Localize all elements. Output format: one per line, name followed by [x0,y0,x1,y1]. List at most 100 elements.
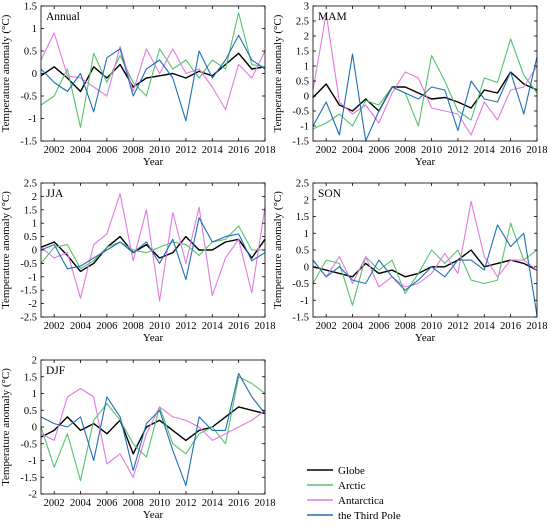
y-tick-label: 1.5 [296,47,309,58]
y-tick-label: -2 [28,299,37,310]
series-line-the-third-pole [312,53,538,142]
panel-djf: -2 -1.5 -1 -0.5 0 0.5 1 1.5 2 2002 2004 2006 2008 201… [0,356,276,522]
y-tick-label: 0.5 [24,406,37,417]
legend-item-globe: Globe [307,465,365,477]
y-tick-label: -1 [28,456,37,467]
x-tick-label: 2016 [228,498,249,509]
plot-frame [40,359,266,495]
series-line-antarctica [40,193,266,302]
series-line-antarctica [312,200,538,288]
y-axis-label: Temperature anomaly (°C) [0,368,12,486]
x-tick-label: 2012 [175,145,196,156]
x-tick-label: 2006 [368,321,389,332]
y-tick-label: -2.5 [20,313,37,324]
legend-item-arctic: Arctic [307,480,366,492]
panel-title: DJF [46,365,65,377]
x-tick-label: 2016 [500,321,521,332]
x-tick-label: 2018 [527,145,548,156]
y-tick-label: -1 [28,114,37,125]
series-line-the-third-pole [312,224,538,316]
series-line-the-third-pole [40,34,266,122]
y-tick-label: -1 [300,122,309,133]
legend-label: the Third Pole [338,510,401,522]
y-tick-label: -1.5 [292,137,309,148]
y-tick-label: 0 [32,423,37,434]
y-tick-label: 2 [304,32,309,43]
x-tick-label: 2012 [447,145,468,156]
y-tick-label: 1.5 [24,372,37,383]
y-tick-label: -0.5 [292,279,309,290]
x-tick-label: 2018 [255,145,276,156]
x-axis-label: Year [415,156,436,168]
x-tick-label: 2008 [123,145,144,156]
y-tick-label: -0.5 [20,439,37,450]
series-line-arctic [40,12,266,129]
panel-title: JJA [46,188,64,200]
y-tick-label: 0.5 [296,77,309,88]
y-tick-label: 0 [304,92,309,103]
y-tick-label: -1 [300,296,309,307]
x-tick-label: 2010 [421,321,442,332]
x-tick-label: 2002 [44,145,65,156]
x-tick-label: 2006 [96,145,117,156]
y-tick-label: -0.5 [292,107,309,118]
x-tick-label: 2014 [202,498,224,509]
y-tick-label: -0.5 [20,259,37,270]
x-tick-label: 2014 [202,321,224,332]
x-tick-label: 2014 [202,145,224,156]
y-tick-label: 0 [32,246,37,257]
y-axis-label: Temperature anomaly (°C) [272,191,284,309]
panel-title: MAM [318,11,347,23]
y-tick-label: 1 [32,24,37,35]
x-tick-label: 2008 [123,321,144,332]
plot-frame [312,5,538,142]
y-tick-label: -1.5 [20,137,37,148]
x-tick-label: 2002 [316,145,337,156]
y-tick-label: 2.5 [296,179,309,190]
y-tick-label: -2 [28,490,37,501]
x-tick-label: 2002 [44,498,65,509]
y-tick-label: 2.5 [296,17,309,28]
panel-mam: -1.5 -1 -0.5 0 0.5 1 1.5 2 2.5 3 2002 2004 2006 2008 2… [272,2,548,169]
legend-item-antarctica: Antarctica [307,495,384,507]
y-axis-label: Temperature anomaly (°C) [272,14,284,132]
y-tick-label: 2.5 [24,179,37,190]
y-tick-label: 1 [304,229,309,240]
series-group [40,372,266,487]
x-tick-label: 2016 [228,145,249,156]
legend-item-the-third-pole: the Third Pole [307,510,401,522]
x-axis-label: Year [143,156,164,168]
x-tick-label: 2018 [527,321,548,332]
series-line-globe [40,52,266,93]
x-tick-label: 2018 [255,498,276,509]
x-tick-label: 2008 [395,321,416,332]
x-tick-label: 2012 [447,321,468,332]
panel-title: Annual [46,11,80,23]
x-tick-label: 2008 [395,145,416,156]
x-axis-label: Year [143,509,164,521]
x-tick-label: 2004 [342,145,364,156]
y-tick-label: -1.5 [20,473,37,484]
y-tick-label: 1.5 [24,2,37,13]
series-line-the-third-pole [40,372,266,487]
y-tick-label: 2 [32,192,37,203]
y-tick-label: -1.5 [292,313,309,324]
series-line-antarctica [40,387,266,478]
panel-son: -1.5 -1 -0.5 0 0.5 1 1.5 2 2.5 2002 2004 2006 2008 20… [272,179,548,345]
legend-label: Globe [338,465,365,477]
series-line-antarctica [312,12,538,136]
y-tick-label: 3 [304,2,309,13]
y-tick-label: 0.5 [24,232,37,243]
series-line-arctic [40,225,265,270]
panel-annual: -1.5 -1 -0.5 0 0.5 1 1.5 2002 2004 2006 2008 2010 20… [0,2,276,169]
series-line-the-third-pole [40,217,266,281]
x-tick-label: 2008 [123,498,144,509]
x-tick-label: 2002 [44,321,65,332]
x-tick-label: 2006 [96,498,117,509]
y-tick-label: 1 [32,219,37,230]
panel-jja: -2.5 -2 -1.5 -1 -0.5 0 0.5 1 1.5 2 2.5 2002 2004 2006… [0,179,276,345]
y-tick-label: 0.5 [24,47,37,58]
series-group [312,200,538,316]
legend-label: Antarctica [338,495,384,507]
